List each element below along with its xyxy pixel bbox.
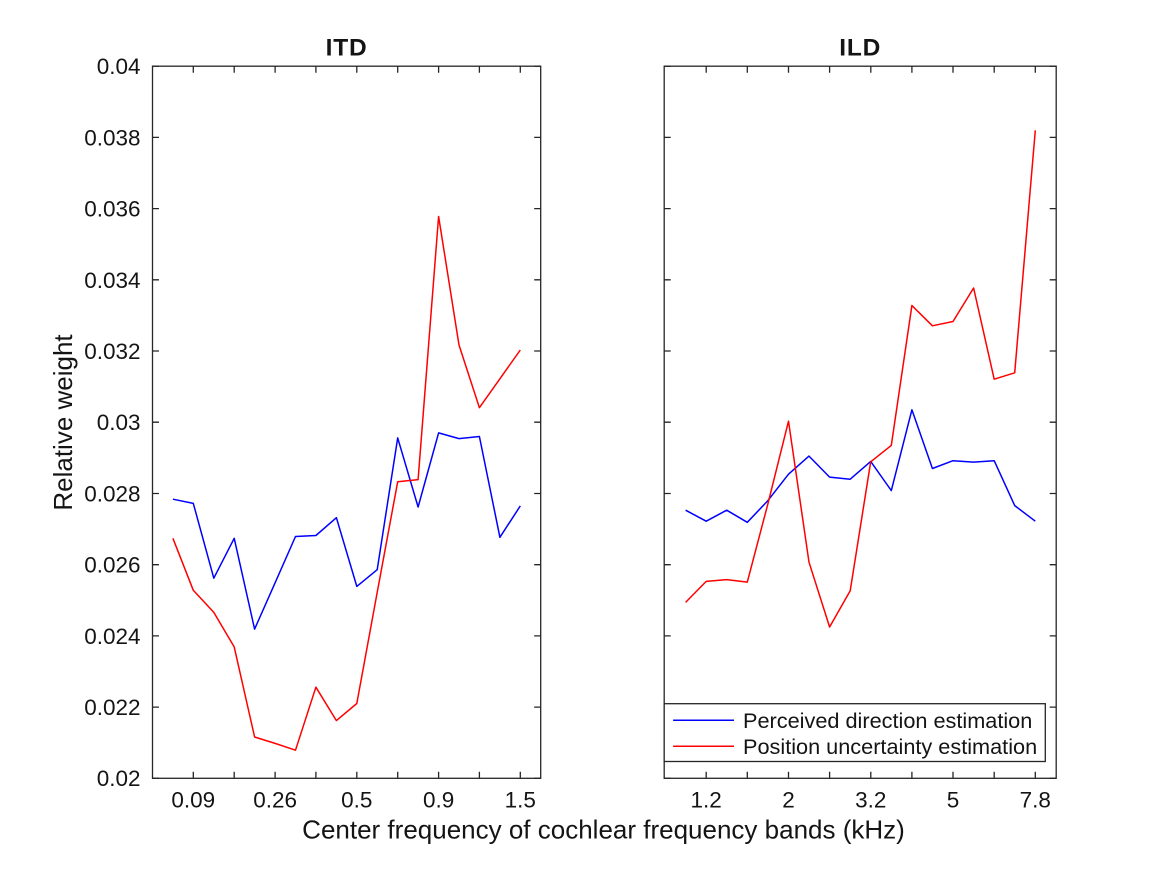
svg-text:0.032: 0.032	[84, 339, 140, 364]
svg-text:1.2: 1.2	[691, 787, 722, 812]
svg-text:0.26: 0.26	[253, 787, 297, 812]
svg-text:0.03: 0.03	[97, 410, 141, 435]
svg-text:0.036: 0.036	[84, 197, 140, 222]
svg-text:7.8: 7.8	[1020, 787, 1051, 812]
svg-text:0.038: 0.038	[84, 125, 140, 150]
svg-text:0.04: 0.04	[97, 54, 141, 79]
svg-text:3.2: 3.2	[855, 787, 886, 812]
svg-text:0.022: 0.022	[84, 695, 140, 720]
svg-text:0.09: 0.09	[171, 787, 215, 812]
svg-text:0.9: 0.9	[423, 787, 454, 812]
svg-text:1.5: 1.5	[505, 787, 536, 812]
svg-text:Perceived direction estimation: Perceived direction estimation	[743, 708, 1032, 733]
svg-text:2: 2	[782, 787, 795, 812]
svg-text:0.034: 0.034	[84, 268, 140, 293]
svg-text:0.024: 0.024	[84, 624, 140, 649]
svg-text:0.028: 0.028	[84, 481, 140, 506]
svg-text:ITD: ITD	[326, 34, 368, 61]
svg-text:0.5: 0.5	[341, 787, 372, 812]
svg-text:Center frequency of cochlear f: Center frequency of cochlear frequency b…	[302, 815, 905, 845]
svg-text:Relative weight: Relative weight	[48, 334, 78, 511]
svg-text:0.02: 0.02	[97, 766, 141, 791]
svg-text:5: 5	[947, 787, 960, 812]
svg-text:Position uncertainty estimatio: Position uncertainty estimation	[743, 734, 1037, 759]
svg-text:ILD: ILD	[839, 34, 881, 61]
svg-text:0.026: 0.026	[84, 553, 140, 578]
